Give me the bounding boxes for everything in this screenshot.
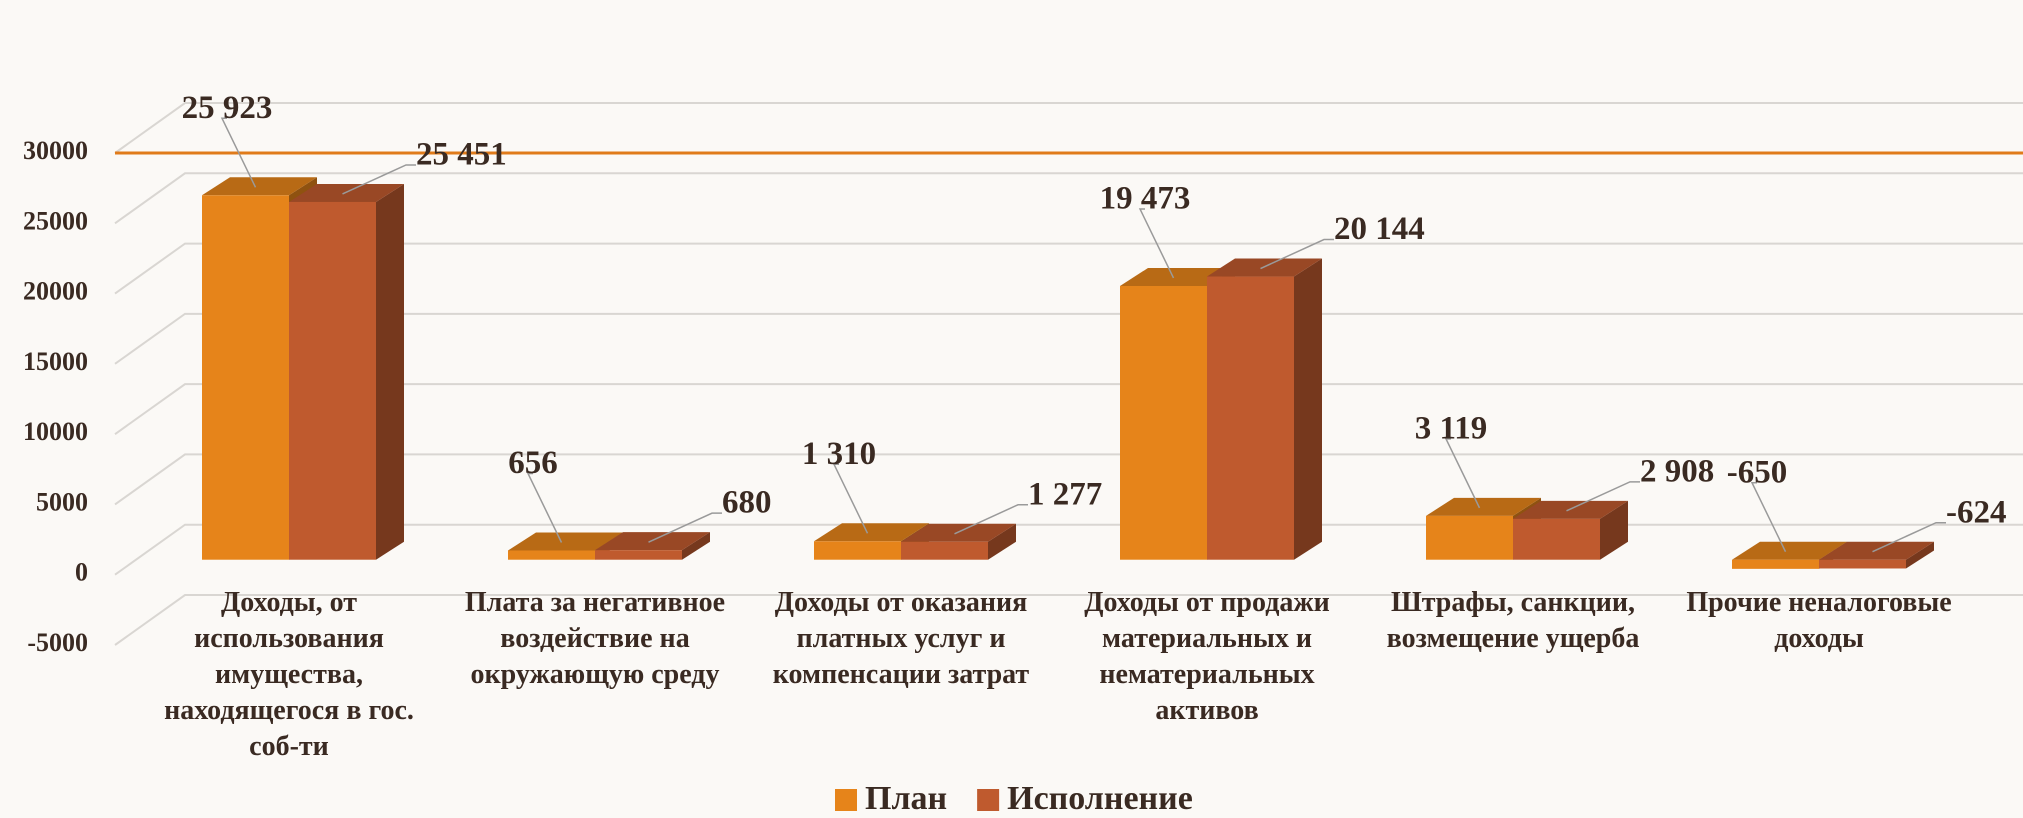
data-label: 25 451 — [416, 137, 507, 173]
leader-line — [1872, 521, 1946, 553]
legend-label: Исполнение — [1007, 780, 1193, 817]
bar-side — [988, 523, 1016, 560]
grid-line — [114, 383, 2023, 435]
x-tick-label: Прочие неналоговые доходы — [1686, 587, 1952, 654]
bar-front — [289, 201, 376, 560]
bar-front — [1426, 515, 1513, 560]
grid-line — [114, 102, 2023, 154]
y-tick-label: 15000 — [23, 347, 88, 376]
y-tick-label: 0 — [75, 558, 88, 587]
bar-top — [814, 523, 929, 542]
legend-label: План — [865, 780, 947, 817]
data-label: 656 — [508, 445, 558, 481]
grid-line — [114, 172, 2023, 225]
bar-top — [1207, 258, 1322, 277]
data-label: 3 119 — [1415, 410, 1487, 446]
bar-front — [508, 550, 595, 560]
data-label: 19 473 — [1100, 181, 1191, 217]
x-tick-label: Плата за негативное воздействие на окруж… — [464, 587, 726, 690]
bar-side — [1600, 500, 1628, 560]
bar-front — [901, 541, 988, 560]
leader-line — [1138, 208, 1175, 279]
leader-line — [342, 164, 416, 195]
legend-swatch — [835, 789, 857, 811]
leader-line — [954, 504, 1028, 535]
bar-front — [202, 195, 289, 560]
leader-line — [1260, 238, 1334, 270]
bar-top — [1120, 267, 1235, 286]
bar-side — [1294, 258, 1322, 560]
data-label: 25 923 — [182, 90, 273, 126]
data-label: -650 — [1727, 454, 1788, 490]
data-label: 2 908 — [1640, 453, 1714, 489]
bar-top — [1513, 500, 1628, 519]
leader-line — [1444, 438, 1481, 509]
bar — [1513, 500, 1628, 560]
grid-line — [114, 312, 2023, 365]
bar — [1819, 541, 1934, 569]
bar — [901, 523, 1016, 560]
bar-top — [901, 523, 1016, 542]
grid-line — [114, 242, 2023, 295]
grid-line — [114, 523, 2023, 576]
bar-front — [1513, 518, 1600, 560]
leader-line — [1566, 481, 1640, 512]
bar — [289, 183, 404, 560]
y-tick-label: 25000 — [23, 206, 88, 235]
bar-top — [1819, 541, 1934, 560]
data-label: 1 277 — [1028, 476, 1102, 512]
y-tick-label: 30000 — [23, 136, 88, 165]
bar-side — [376, 183, 404, 560]
data-label: 680 — [722, 485, 772, 521]
bar-top — [508, 532, 623, 551]
y-tick-label: 5000 — [36, 487, 88, 516]
bar-front — [814, 541, 901, 560]
bar-front — [595, 550, 682, 560]
leader-line — [220, 117, 257, 188]
leader-line — [832, 463, 869, 534]
data-label: 20 144 — [1334, 211, 1425, 247]
bar-top — [202, 177, 317, 196]
x-tick-label: Доходы, от использования имущества, нахо… — [164, 587, 414, 762]
x-tick-label: Штрафы, санкции, возмещение ущерба — [1386, 587, 1640, 654]
bar-top — [1426, 497, 1541, 516]
data-label: -624 — [1946, 494, 2007, 530]
y-tick-label: -5000 — [27, 628, 88, 657]
x-tick-label: Доходы от продажи материальных и нематер… — [1084, 587, 1330, 726]
leader-line — [1750, 481, 1787, 553]
legend-swatch — [977, 789, 1000, 811]
bar-top — [595, 532, 710, 551]
bar-front — [1732, 559, 1819, 569]
bar-front — [1819, 559, 1906, 569]
data-label: 1 310 — [802, 436, 876, 472]
bar-front — [1120, 285, 1207, 560]
bar-top — [1732, 541, 1847, 560]
y-tick-label: 20000 — [23, 277, 88, 306]
y-tick-label: 10000 — [23, 417, 88, 446]
bar — [1207, 258, 1322, 560]
grid-line — [114, 453, 2023, 506]
bar-side — [682, 532, 710, 560]
leader-line — [648, 512, 722, 543]
bar-front — [1207, 276, 1294, 560]
bar-top — [289, 183, 404, 202]
bar — [595, 532, 710, 560]
grid-line — [114, 594, 2023, 646]
x-tick-label: Доходы от оказания платных услуг и компе… — [772, 587, 1030, 690]
bar-side — [1906, 541, 1934, 569]
leader-line — [526, 472, 563, 543]
